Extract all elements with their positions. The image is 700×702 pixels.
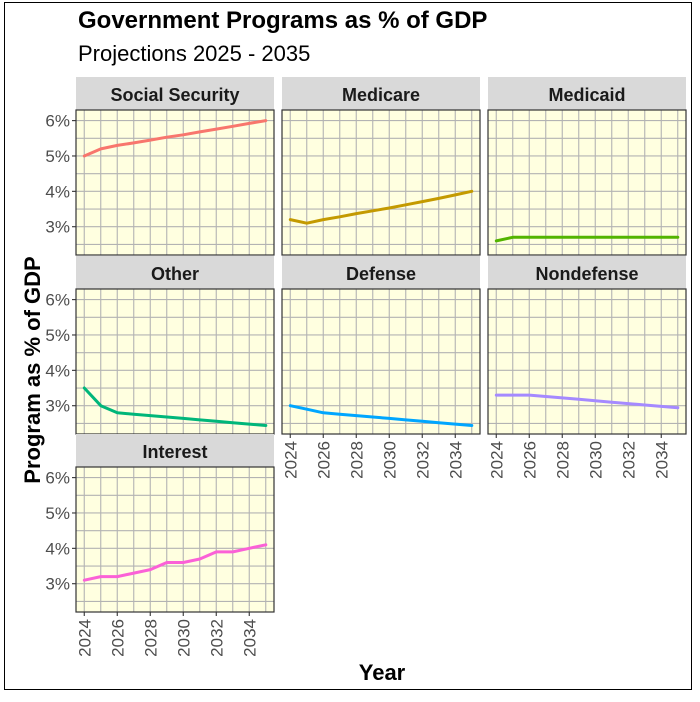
x-tick-label: 2024 [281,441,300,479]
y-tick-label: 4% [45,539,70,558]
x-tick-label: 2024 [487,441,506,479]
series-line-social-security [82,119,268,158]
facet-panels: Social Security 3% 4% 5% 6% Medicare Medicaid O… [45,77,687,657]
strip-label-social-security: Social Security [110,85,239,105]
strip-label-interest: Interest [142,442,207,462]
panel-border-nondefense [487,288,687,435]
x-tick-label: 2030 [174,619,193,657]
x-tick-label: 2030 [586,441,605,479]
x-tick-label: 2026 [314,441,333,479]
series-line-other [82,386,268,427]
panel-background-interest [76,467,274,612]
x-tick-label: 2028 [141,619,160,657]
x-tick-label: 2030 [380,441,399,479]
panel-background-medicare [282,110,480,255]
y-tick-label: 6% [45,469,70,488]
series-line-medicare [288,189,474,225]
strip-social-security [76,77,274,110]
panel-border-medicaid [487,109,687,256]
y-tick-label: 3% [45,397,70,416]
strip-label-medicare: Medicare [342,85,420,105]
panel-nondefense: Nondefense 2024 2026 2028 2030 2032 2034 [487,256,687,479]
strip-label-medicaid: Medicaid [548,85,625,105]
panel-interest: Interest 3% 4% 5% 6% 2024 2026 2028 2030 2032 2034 [45,434,275,657]
x-tick-label: 2026 [108,619,127,657]
chart-title: Government Programs as % of GDP [78,7,487,34]
panel-border-medicare [281,109,481,256]
strip-interest [76,434,274,467]
panel-background-social-security [76,110,274,255]
panel-other: Other 3% 4% 5% 6% [45,256,275,435]
x-axis-title: Year [359,660,406,685]
series-line-defense [288,404,474,427]
panel-medicare: Medicare [281,77,481,256]
chart-frame [4,2,692,690]
strip-label-defense: Defense [346,264,416,284]
series-line-medicaid [494,235,680,243]
y-axis-title: Program as % of GDP [20,256,45,483]
y-tick-label: 5% [45,326,70,345]
panel-background-nondefense [488,289,686,434]
x-tick-label: 2034 [446,441,465,479]
panel-background-defense [282,289,480,434]
y-tick-label: 5% [45,147,70,166]
x-tick-label: 2032 [619,441,638,479]
chart-subtitle: Projections 2025 - 2035 [78,41,310,66]
panel-border-interest [75,466,275,613]
strip-medicare [282,77,480,110]
series-line-nondefense [494,393,680,410]
x-tick-label: 2032 [413,441,432,479]
y-tick-label: 6% [45,291,70,310]
x-tick-label: 2034 [652,441,671,479]
panel-border-social-security [75,109,275,256]
strip-label-other: Other [151,264,199,284]
y-tick-label: 5% [45,504,70,523]
y-tick-label: 4% [45,361,70,380]
x-tick-label: 2034 [240,619,259,657]
y-tick-label: 3% [45,218,70,237]
panel-border-defense [281,288,481,435]
panel-defense: Defense 2024 2026 2028 2030 2032 2034 [281,256,481,479]
panel-background-other [76,289,274,434]
strip-defense [282,256,480,289]
strip-label-nondefense: Nondefense [535,264,638,284]
x-tick-label: 2028 [347,441,366,479]
panel-medicaid: Medicaid [487,77,687,256]
y-tick-label: 3% [45,575,70,594]
x-tick-label: 2024 [75,619,94,657]
y-tick-label: 6% [45,112,70,131]
x-tick-label: 2032 [207,619,226,657]
strip-other [76,256,274,289]
series-line-interest [82,543,268,582]
x-tick-label: 2026 [520,441,539,479]
strip-medicaid [488,77,686,110]
x-tick-label: 2028 [553,441,572,479]
y-tick-label: 4% [45,182,70,201]
strip-nondefense [488,256,686,289]
panel-background-medicaid [488,110,686,255]
panel-social-security: Social Security 3% 4% 5% 6% [45,77,275,256]
